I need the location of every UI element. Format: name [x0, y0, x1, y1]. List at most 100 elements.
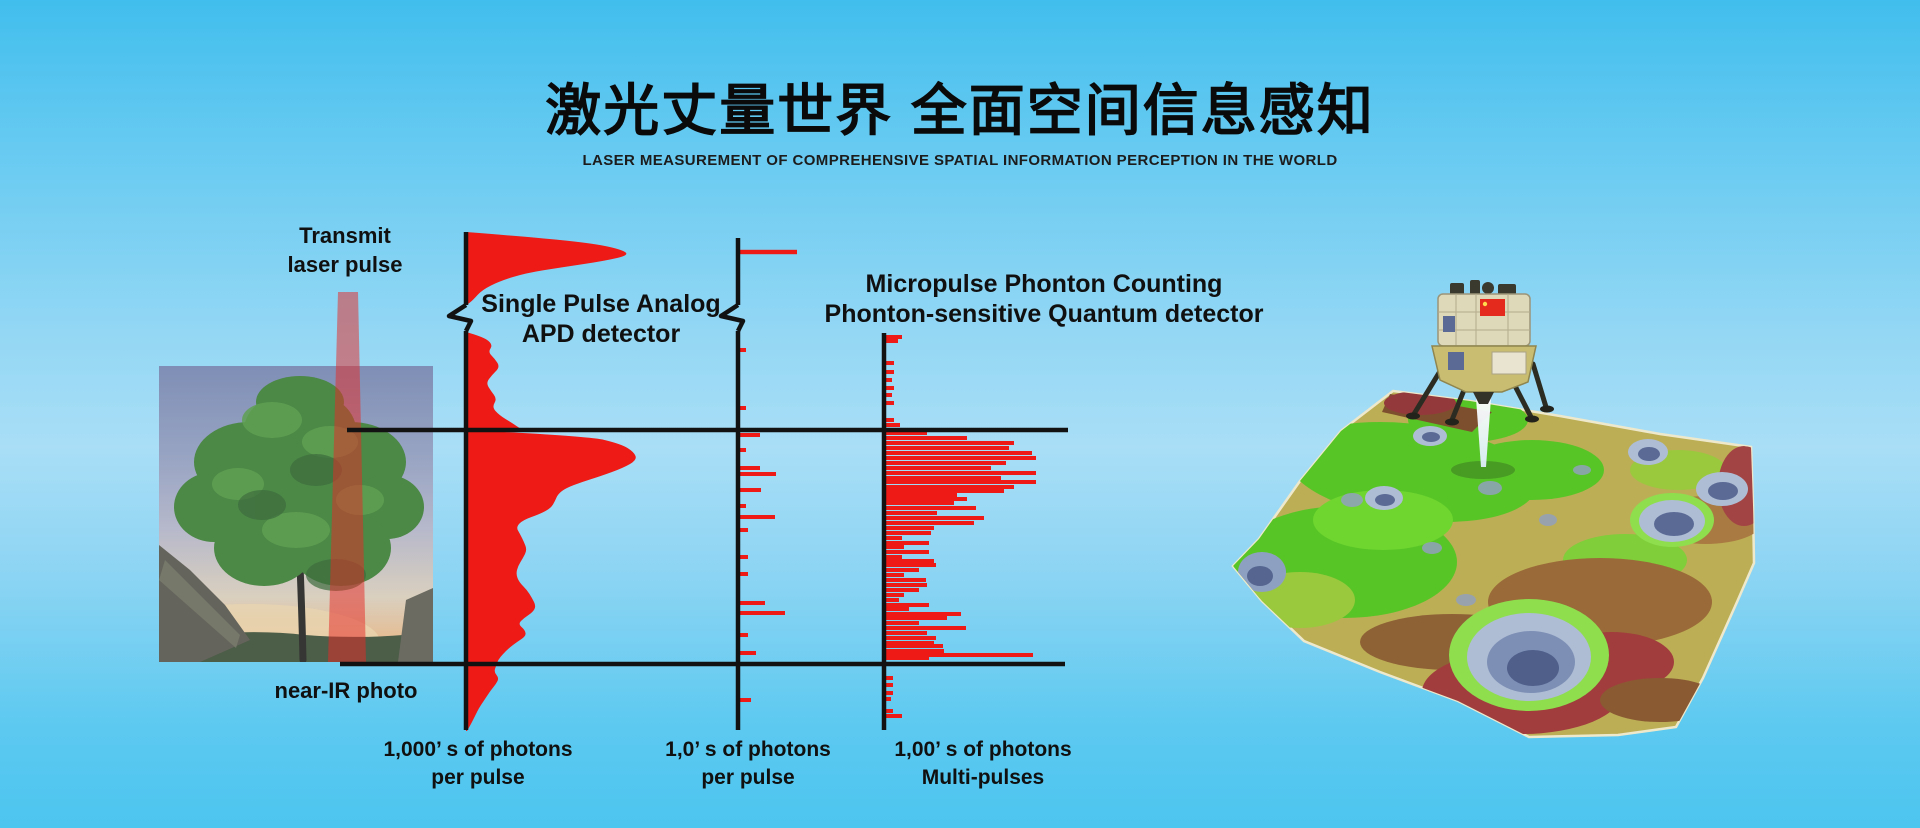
- multipulse-bar: [884, 501, 954, 505]
- multipulse-bar: [884, 493, 957, 497]
- photon-count-tick: [738, 348, 746, 352]
- photon-count-tick: [738, 504, 746, 508]
- multipulse-bar: [884, 386, 894, 390]
- multipulse-bar: [884, 568, 919, 572]
- multipulse-bar: [884, 461, 1006, 465]
- multipulse-bar: [884, 621, 919, 625]
- page-title: 激光丈量世界 全面空间信息感知: [545, 79, 1375, 142]
- multipulse-bar: [884, 446, 1009, 450]
- multipulse-bar: [884, 541, 929, 545]
- multipulse-bar: [884, 370, 894, 374]
- flag-star: [1482, 301, 1488, 307]
- multipulse-bar: [884, 516, 984, 520]
- multipulse-bar: [884, 636, 936, 640]
- multipulse-bar: [884, 471, 1036, 475]
- photon-count-tick: [738, 406, 746, 410]
- analog-transmit-pulse: [466, 232, 627, 304]
- page-subtitle: LASER MEASUREMENT OF COMPREHENSIVE SPATI…: [582, 152, 1338, 169]
- multipulse-bar: [884, 593, 904, 597]
- multipulse-bar: [884, 506, 976, 510]
- multipulse-bar: [884, 641, 934, 645]
- multipulse-bar: [884, 563, 936, 567]
- crater-right: [1630, 493, 1714, 547]
- photon-count-tick: [738, 555, 748, 559]
- multipulse-bar: [884, 653, 1033, 657]
- lander-hatch: [1443, 316, 1455, 332]
- china-flag: [1480, 299, 1505, 316]
- multipulse-bar: [884, 578, 926, 582]
- lander-port: [1448, 352, 1464, 370]
- quantum-detector-label: Micropulse Phonton Counting Phonton-sens…: [824, 270, 1264, 328]
- multipulse-bar: [884, 588, 919, 592]
- axes-and-lines: [340, 232, 1068, 730]
- photon-count-tick: [738, 448, 746, 452]
- laser-beam: [328, 292, 366, 662]
- multipulse-bar: [884, 378, 892, 382]
- multipulse-bar: [884, 536, 902, 540]
- photon-count-tick: [738, 572, 748, 576]
- terrain-bumps: [1341, 465, 1591, 606]
- multipulse-bar: [884, 497, 967, 501]
- multipulse-bar: [884, 393, 892, 397]
- multipulse-bar: [884, 436, 967, 440]
- multipulse-bar: [884, 676, 893, 680]
- multipulse-bar: [884, 431, 927, 435]
- photon-count-tick: [738, 488, 761, 492]
- multipulse-bar: [884, 691, 893, 695]
- multipulse-bar: [884, 598, 899, 602]
- multipulse-bar: [884, 451, 1032, 455]
- analog-axis-caption: 1,000’ s of photons per pulse: [383, 738, 573, 789]
- photon-count-tick: [738, 515, 775, 519]
- photon-axis-caption: 1,0’ s of photons per pulse: [665, 738, 831, 789]
- multipulse-bar: [884, 521, 974, 525]
- photon-count-tick: [738, 601, 765, 605]
- near-ir-photo-label: near-IR photo: [274, 678, 418, 703]
- multipulse-bar: [884, 631, 927, 635]
- multipulse-bar: [884, 545, 904, 549]
- multipulse-bar: [884, 697, 891, 701]
- photon-count-tick: [738, 528, 748, 532]
- terrain-scene: [1231, 280, 1756, 739]
- transmit-laser-pulse-label: Transmit laser pulse: [287, 223, 403, 277]
- multipulse-bar: [884, 423, 900, 427]
- lander-top-gear: [1450, 280, 1516, 297]
- photon-count-tick: [738, 633, 748, 637]
- lander-laser-beam: [1476, 398, 1491, 467]
- multipulse-bar: [884, 456, 1036, 460]
- apd-detector-label: Single Pulse Analog APD detector: [481, 290, 721, 348]
- multipulse-bar: [884, 573, 904, 577]
- lander-feet: [1406, 405, 1554, 426]
- photon-count-tick: [738, 611, 785, 615]
- multipulse-bar: [884, 466, 991, 470]
- multipulse-bar: [884, 616, 947, 620]
- multipulse-bar: [884, 339, 898, 343]
- multipulse-bar: [884, 401, 894, 405]
- multipulse-bar: [884, 626, 966, 630]
- terrain-patches: [1233, 391, 1754, 734]
- photo-stone-wall: [159, 560, 240, 648]
- multipulse-bar: [884, 603, 929, 607]
- lander-nozzle: [1473, 392, 1494, 404]
- lunar-lander: [1406, 280, 1554, 426]
- near-ir-photo: [159, 366, 433, 662]
- multipulse-bar: [884, 480, 1036, 484]
- photon-count-tick: [738, 651, 756, 655]
- analog-ground-return: [466, 430, 636, 731]
- axis-break-mark: [718, 303, 746, 333]
- multipulse-bar: [884, 559, 934, 563]
- multipulse-bar: [884, 714, 902, 718]
- multipulse-bar: [884, 476, 1001, 480]
- axis-break-mark: [446, 303, 474, 333]
- waveforms: [466, 232, 1036, 731]
- multipulse-bar: [884, 656, 929, 660]
- multipulse-bar: [884, 485, 1014, 489]
- lander-foil-panel: [1491, 351, 1527, 375]
- multipulse-bar: [884, 335, 902, 339]
- multipulse-bar: [884, 511, 937, 515]
- multipulse-axis-caption: 1,00’ s of photons Multi-pulses: [894, 738, 1072, 789]
- multipulse-bar: [884, 418, 894, 422]
- multipulse-bar: [884, 612, 961, 616]
- photon-count-tick: [738, 433, 760, 437]
